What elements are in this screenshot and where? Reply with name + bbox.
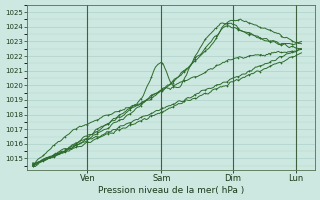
X-axis label: Pression niveau de la mer( hPa ): Pression niveau de la mer( hPa ) [98,186,244,195]
